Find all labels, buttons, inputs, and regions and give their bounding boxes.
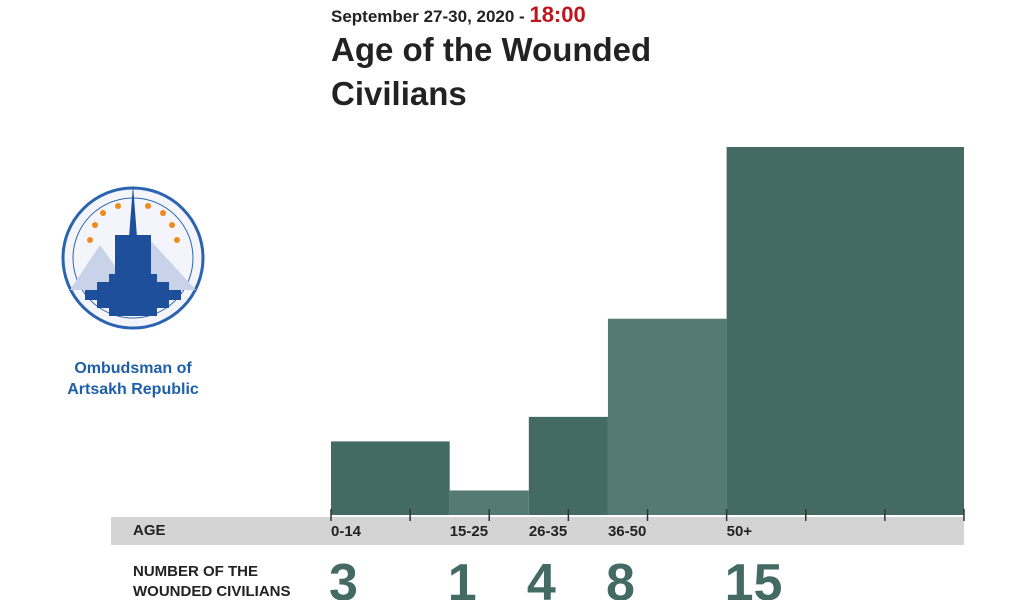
- category-label: 50+: [727, 523, 753, 540]
- logo-spire: [128, 185, 138, 250]
- date: September 27-30, 2020 -: [331, 7, 530, 26]
- value-label: 15: [725, 554, 783, 600]
- axis-band: [111, 517, 964, 545]
- bar: [528, 416, 608, 515]
- logo-mountains: [70, 240, 196, 290]
- value-label: 8: [606, 554, 635, 600]
- value-label: 4: [527, 554, 556, 600]
- chart-title: Age of the Wounded Civilians: [331, 31, 652, 112]
- value-label: 3: [329, 554, 358, 600]
- logo-stars: [87, 203, 180, 243]
- bar: [331, 441, 450, 515]
- time: 18:00: [529, 2, 586, 27]
- organization-name: Ombudsman of Artsakh Republic: [67, 360, 199, 398]
- category-label: 36-50: [608, 523, 646, 540]
- category-label: 15-25: [450, 523, 488, 540]
- category-label: 0-14: [331, 523, 362, 540]
- logo-figure: [115, 235, 151, 280]
- subtitle: September 27-30, 2020 - 18:00: [331, 2, 586, 28]
- bar: [607, 318, 727, 515]
- logo-base: [85, 274, 181, 316]
- value-label: 1: [448, 554, 477, 600]
- x-axis-label: AGE: [133, 522, 166, 539]
- count-label: NUMBER OF THE WOUNDED CIVILIANS: [133, 563, 291, 600]
- bar: [726, 147, 964, 515]
- category-label: 26-35: [529, 523, 567, 540]
- logo: [61, 185, 205, 330]
